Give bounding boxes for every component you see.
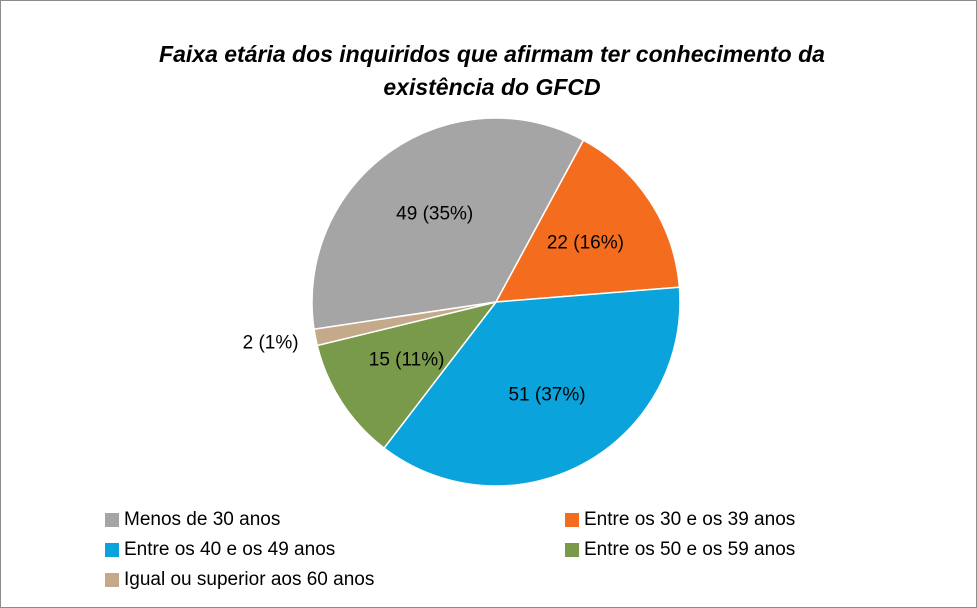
- legend-label: Entre os 30 e os 39 anos: [584, 509, 795, 530]
- chart-title: Faixa etária dos inquiridos que afirmam …: [159, 41, 825, 67]
- legend-swatch: [105, 573, 119, 587]
- legend-label: Menos de 30 anos: [124, 509, 280, 530]
- legend-label: Entre os 50 e os 59 anos: [584, 539, 795, 560]
- legend-label: Igual ou superior aos 60 anos: [124, 569, 374, 590]
- data-label: 49 (35%): [396, 204, 473, 225]
- pie-slice: [316, 300, 498, 450]
- legend-swatch: [105, 543, 119, 557]
- pie-slice: [383, 286, 681, 487]
- data-label: 15 (11%): [369, 349, 445, 370]
- legend-swatch: [565, 543, 579, 557]
- pie-slice: [313, 301, 497, 347]
- pie-slice: [494, 139, 681, 303]
- data-label: 51 (37%): [508, 385, 585, 406]
- data-label: 22 (16%): [547, 233, 624, 254]
- legend-swatch: [105, 513, 119, 527]
- data-label: 2 (1%): [243, 333, 299, 354]
- legend-swatch: [565, 513, 579, 527]
- chart-title: existência do GFCD: [383, 74, 600, 100]
- legend-label: Entre os 40 e os 49 anos: [124, 539, 335, 560]
- pie-slice: [311, 117, 585, 331]
